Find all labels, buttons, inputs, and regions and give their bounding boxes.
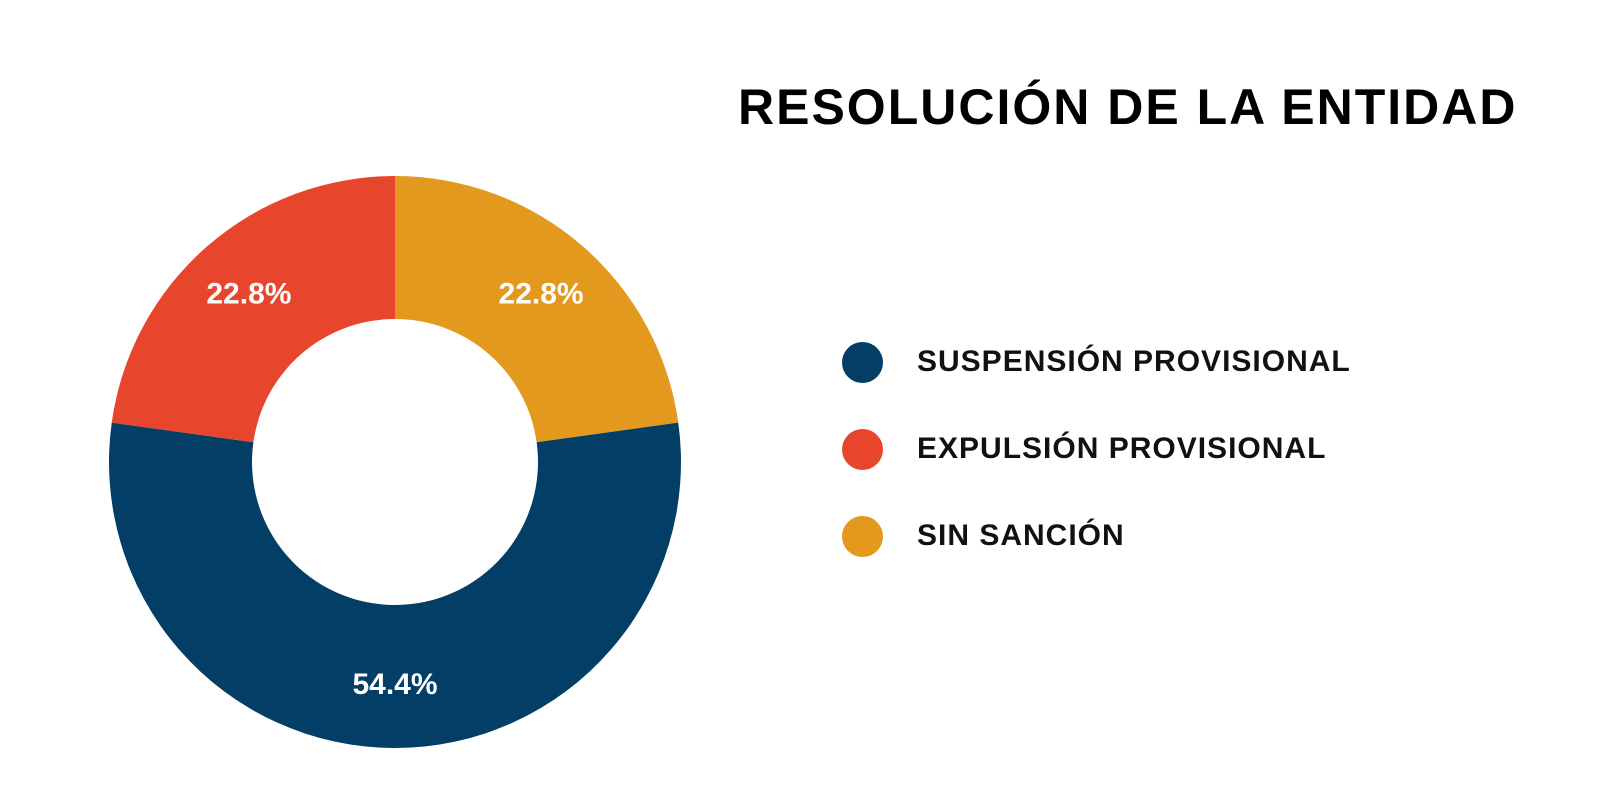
legend-item-suspension-provisional: SUSPENSIÓN PROVISIONAL — [842, 340, 1351, 384]
slice-value-label-expulsion-provisional: 22.8% — [206, 278, 291, 311]
legend: SUSPENSIÓN PROVISIONAL EXPULSIÓN PROVISIO… — [842, 340, 1351, 601]
slice-expulsion-provisional — [111, 175, 396, 443]
legend-label: SUSPENSIÓN PROVISIONAL — [917, 345, 1351, 378]
slice-value-label-sin-sancion: 22.8% — [499, 278, 584, 311]
legend-swatch — [842, 428, 883, 470]
legend-item-expulsion-provisional: EXPULSIÓN PROVISIONAL — [842, 427, 1351, 471]
chart-title: RESOLUCIÓN DE LA ENTIDAD — [738, 79, 1518, 135]
legend-swatch — [842, 341, 883, 383]
slice-labels: 22.8% 54.4% 22.8% — [206, 278, 583, 701]
legend-label: SIN SANCIÓN — [917, 519, 1125, 552]
slice-suspension-provisional — [108, 422, 681, 748]
slice-value-label-suspension-provisional: 54.4% — [352, 668, 437, 701]
legend-item-sin-sancion: SIN SANCIÓN — [842, 514, 1351, 558]
donut-chart: 22.8% 54.4% 22.8% — [108, 175, 681, 748]
slice-sin-sancion — [395, 176, 679, 443]
legend-label: EXPULSIÓN PROVISIONAL — [917, 432, 1327, 465]
legend-swatch — [842, 515, 883, 557]
donut-slices — [108, 175, 681, 748]
